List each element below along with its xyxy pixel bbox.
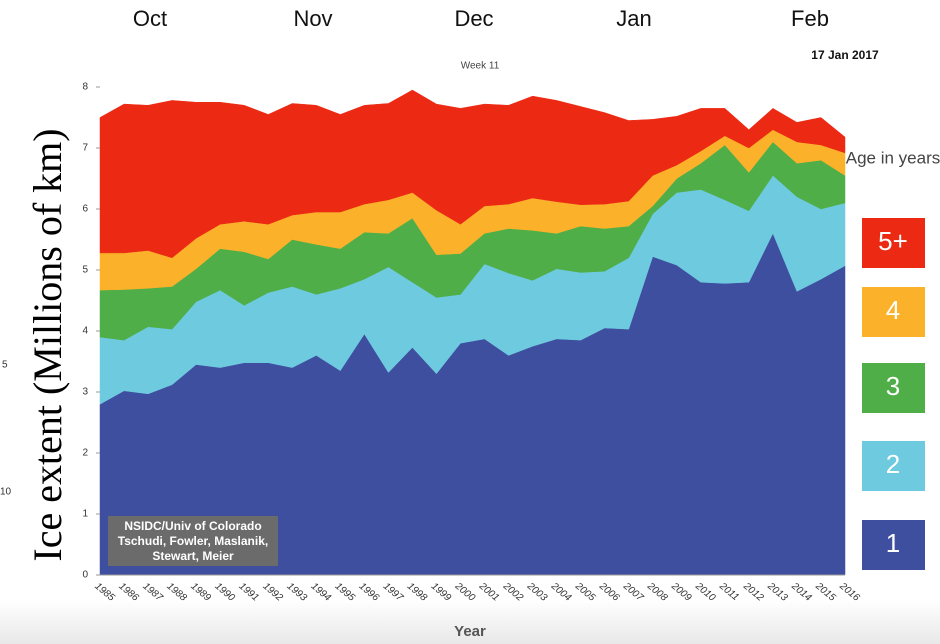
month-label: Oct <box>133 6 167 31</box>
x-axis-label: Year <box>454 623 486 640</box>
legend-swatch <box>862 287 925 337</box>
month-label: Dec <box>454 6 493 31</box>
y-tick-label: 3 <box>82 387 88 398</box>
legend-swatch <box>862 520 925 570</box>
stray-label: 5 <box>2 360 8 371</box>
legend-label: 3 <box>886 371 900 401</box>
subtitle: Week 11 <box>461 61 500 72</box>
legend-label: 5+ <box>878 226 908 256</box>
y-tick-label: 4 <box>82 326 88 337</box>
footer-band <box>0 600 940 644</box>
date-label: 17 Jan 2017 <box>811 48 879 62</box>
legend-label: 2 <box>886 449 900 479</box>
legend-swatch <box>862 218 925 268</box>
month-label: Jan <box>616 6 651 31</box>
legend-swatch <box>862 441 925 491</box>
credit-line: Stewart, Meier <box>152 549 234 563</box>
month-label: Feb <box>791 6 829 31</box>
credit-box <box>108 516 278 566</box>
credit-line: NSIDC/Univ of Colorado <box>124 519 261 533</box>
y-tick-label: 6 <box>82 204 88 215</box>
credit-line: Tschudi, Fowler, Maslanik, <box>118 534 268 548</box>
plot-area <box>99 89 846 576</box>
legend-label: 1 <box>886 528 900 558</box>
legend-title: Age in years <box>846 148 940 167</box>
y-tick-label: 0 <box>82 570 88 581</box>
y-tick-label: 5 <box>82 265 88 276</box>
area <box>99 89 846 259</box>
y-tick-label: 7 <box>82 143 88 154</box>
legend-swatch <box>862 363 925 413</box>
legend-label: 4 <box>886 295 900 325</box>
stray-label: 10 <box>0 487 12 498</box>
y-tick-label: 2 <box>82 448 88 459</box>
y-axis-label: Ice extent (Millions of km) <box>25 128 70 561</box>
month-label: Nov <box>293 6 332 31</box>
x-tick-label: 2011 <box>716 580 740 603</box>
y-tick-label: 8 <box>82 82 88 93</box>
y-tick-label: 1 <box>82 509 88 520</box>
